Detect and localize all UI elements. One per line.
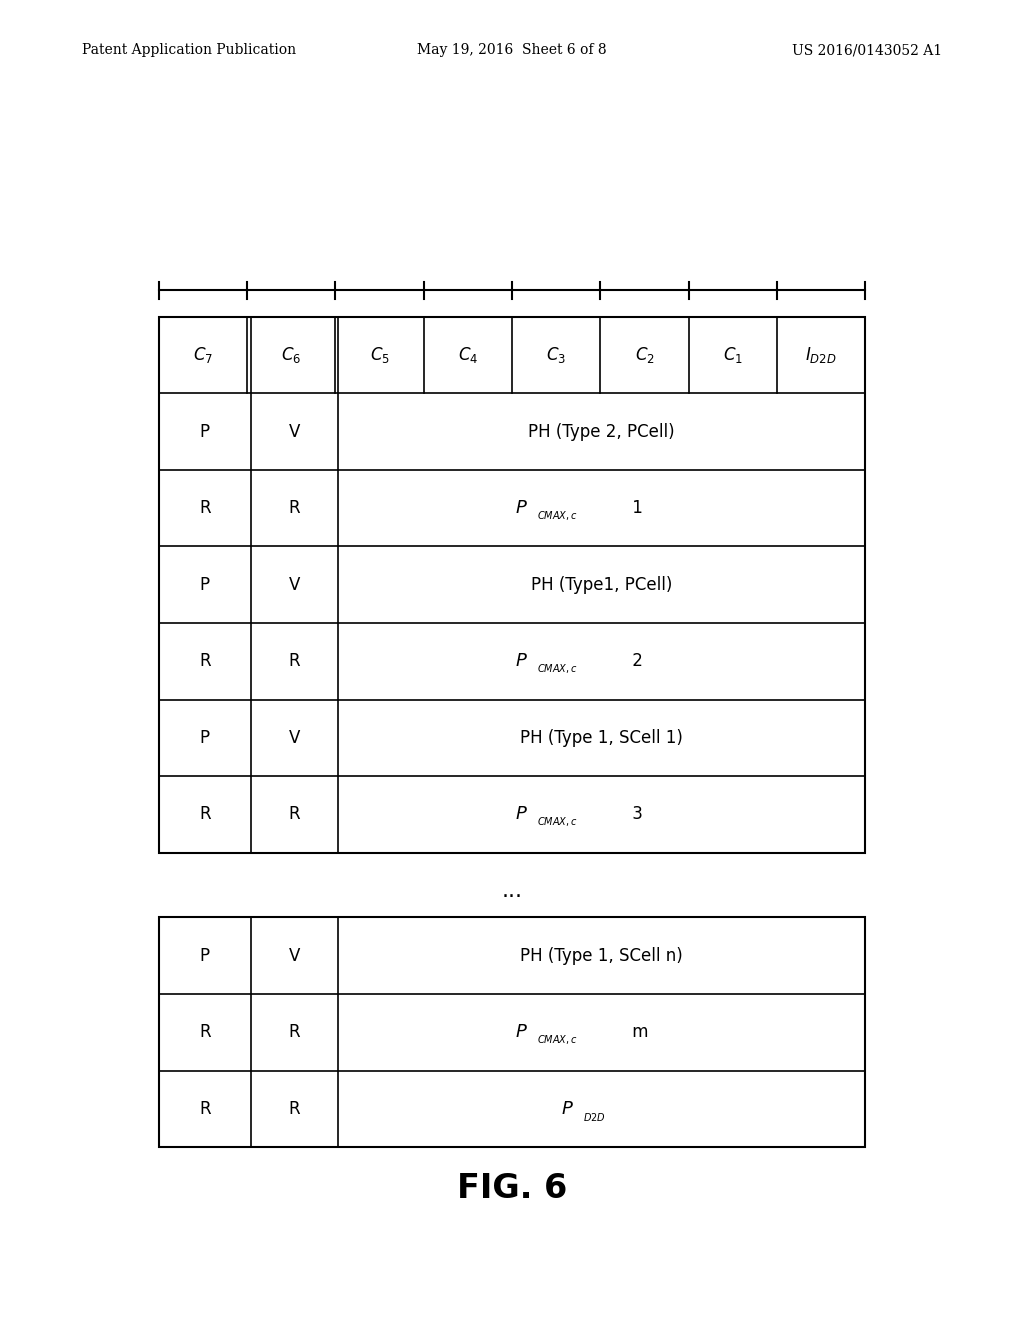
Text: ...: ... [502,880,522,902]
Bar [159,917,865,1147]
Text: P: P [200,422,210,441]
Text: 1: 1 [627,499,643,517]
Text: R: R [199,1100,211,1118]
Text: $_{CMAX,c}$: $_{CMAX,c}$ [537,816,578,829]
Text: PH (Type1, PCell): PH (Type1, PCell) [530,576,673,594]
Text: $_{CMAX,c}$: $_{CMAX,c}$ [537,510,578,523]
Text: $C_{2}$: $C_{2}$ [635,345,654,366]
Text: $P$: $P$ [515,652,527,671]
Text: R: R [289,805,300,824]
Text: $C_{7}$: $C_{7}$ [193,345,213,366]
Text: PH (Type 2, PCell): PH (Type 2, PCell) [528,422,675,441]
Bar [159,317,865,853]
Text: $_{D2D}$: $_{D2D}$ [584,1110,606,1123]
Text: May 19, 2016  Sheet 6 of 8: May 19, 2016 Sheet 6 of 8 [417,44,607,57]
Text: R: R [289,652,300,671]
Text: FIG. 6: FIG. 6 [457,1172,567,1204]
Text: R: R [289,499,300,517]
Text: US 2016/0143052 A1: US 2016/0143052 A1 [792,44,942,57]
Text: m: m [627,1023,648,1041]
Text: R: R [199,499,211,517]
Text: V: V [289,422,300,441]
Text: V: V [289,946,300,965]
Text: R: R [199,652,211,671]
Text: P: P [200,576,210,594]
Text: PH (Type 1, SCell n): PH (Type 1, SCell n) [520,946,683,965]
Text: Patent Application Publication: Patent Application Publication [82,44,296,57]
Text: $I_{D2D}$: $I_{D2D}$ [805,345,837,366]
Text: $_{CMAX,c}$: $_{CMAX,c}$ [537,1034,578,1047]
Text: $_{CMAX,c}$: $_{CMAX,c}$ [537,663,578,676]
Text: R: R [289,1100,300,1118]
Text: 2: 2 [627,652,643,671]
Text: $C_{5}$: $C_{5}$ [370,345,389,366]
Text: $C_{4}$: $C_{4}$ [458,345,478,366]
Text: R: R [199,805,211,824]
Text: PH (Type 1, SCell 1): PH (Type 1, SCell 1) [520,729,683,747]
Text: P: P [200,946,210,965]
Text: P: P [200,729,210,747]
Text: $C_{3}$: $C_{3}$ [546,345,566,366]
Text: $P$: $P$ [515,805,527,824]
Text: V: V [289,576,300,594]
Text: R: R [199,1023,211,1041]
Text: $C_{6}$: $C_{6}$ [282,345,301,366]
Text: V: V [289,729,300,747]
Text: 3: 3 [627,805,643,824]
Text: $P$: $P$ [515,1023,527,1041]
Text: $P$: $P$ [515,499,527,517]
Text: $P$: $P$ [561,1100,573,1118]
Text: R: R [289,1023,300,1041]
Text: $C_{1}$: $C_{1}$ [723,345,742,366]
